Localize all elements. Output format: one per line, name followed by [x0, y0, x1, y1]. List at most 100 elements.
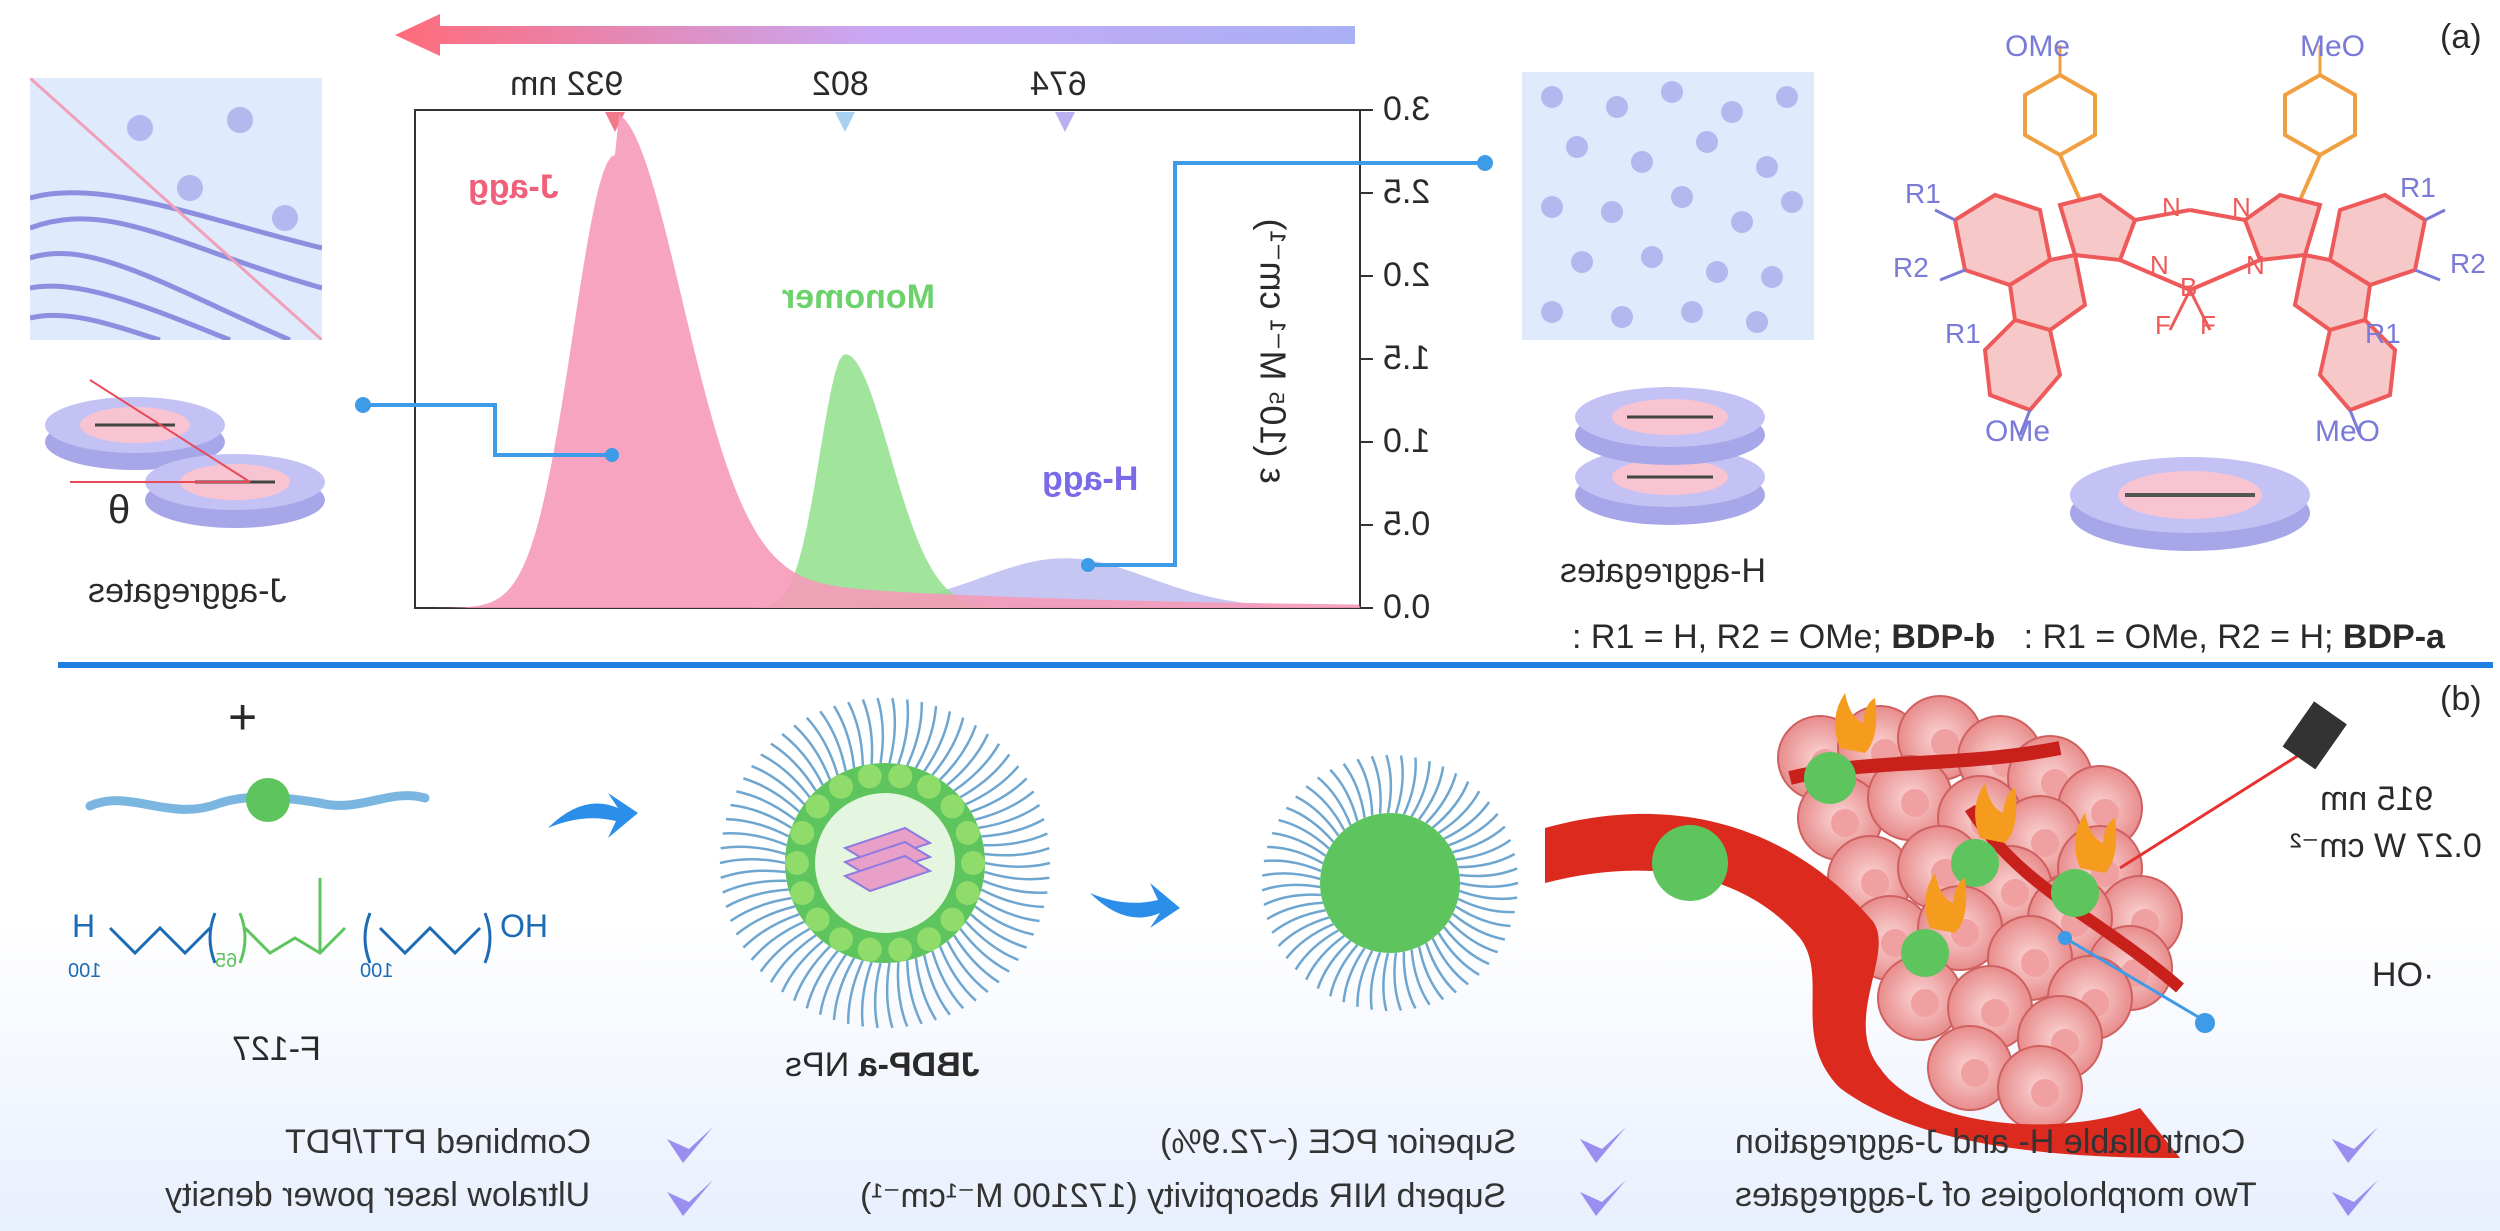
polymer-strand [1329, 944, 1359, 997]
cell-nucleus [2021, 949, 2049, 977]
cell-nucleus [1901, 789, 1929, 817]
polymer-strand [1285, 922, 1334, 960]
process-arrow-1 [548, 793, 638, 838]
polymer-strand [861, 699, 874, 764]
polymer-strand [793, 724, 832, 781]
polymer-strand [736, 790, 796, 821]
cell-nucleus [2031, 829, 2059, 857]
polymer-strand [1431, 781, 1470, 829]
j-aggregate-disks [45, 379, 325, 528]
polymer-strand [876, 697, 885, 764]
polymer-strand [1356, 950, 1374, 1007]
monomer-label: Monomer [782, 278, 935, 316]
polymer-strand [1316, 939, 1352, 990]
absorption-chart [414, 109, 1373, 609]
h-aggregate-disks [1575, 387, 1765, 525]
polymer-strand [1443, 926, 1490, 966]
cell-nucleus [1961, 1059, 1989, 1087]
feature-superior-pce: Superior PCE (~72.9%) [1160, 1123, 1517, 1161]
polymer-strand [959, 753, 1011, 799]
polymer-strand [1263, 859, 1322, 873]
polymer-strand [1295, 795, 1340, 837]
polymer-strand [1443, 801, 1491, 840]
h-dot-texture [1541, 81, 1803, 333]
polymer-strand [914, 957, 938, 1021]
polymer-strand [896, 962, 909, 1027]
cell-nucleus [1931, 729, 1959, 757]
polymer-strand [1417, 946, 1445, 1001]
polymer-strand [725, 817, 790, 838]
h-aggregates-label: H-aggregates [1560, 552, 1767, 590]
theta-label: θ [108, 488, 131, 532]
h-aggregate-texture-box [1522, 72, 1814, 340]
jbdp-nanoparticle [719, 697, 1051, 1029]
core-bead [917, 927, 941, 952]
polymer-strand [1271, 831, 1327, 857]
polymer-strand [720, 845, 786, 856]
check-icon [667, 1180, 713, 1216]
polymer-strand [906, 702, 923, 767]
polymer-strand [832, 705, 856, 769]
polymer-strand [1402, 951, 1417, 1010]
polymer-strand [770, 742, 817, 792]
r1-lower-right: R1 [2365, 318, 2401, 349]
polymer-strand [938, 945, 977, 1002]
cell-nucleus [1861, 869, 1889, 897]
polymer-strand [805, 950, 839, 1009]
check-icon [667, 1127, 713, 1163]
polymer-strand [832, 957, 856, 1021]
core-bead [829, 927, 853, 952]
polymer-strand [759, 927, 811, 973]
j-aggregates-label: J-aggregates [88, 572, 287, 610]
polymer-strand [725, 888, 789, 908]
core-bead [917, 774, 941, 799]
dye-dot [1661, 81, 1683, 103]
laser-power: 0.27 W cm⁻² [2290, 827, 2482, 865]
peak-marker [835, 112, 855, 132]
y-tick-label: 0.0 [1383, 588, 1431, 626]
polymer-strand [1382, 952, 1390, 1012]
polymer-strand [1316, 776, 1352, 826]
cell-nucleus [1911, 989, 1939, 1017]
polymer-strand [983, 832, 1048, 847]
dye-dot [1706, 261, 1728, 283]
ome-top-left: OMe [2005, 30, 2071, 63]
core-bead [805, 794, 830, 819]
polymer-strand [1459, 881, 1519, 888]
polymer-strand [750, 920, 805, 961]
polymer-strand [1452, 912, 1506, 941]
r1-upper-right: R1 [2400, 172, 2436, 203]
polymer-strand [888, 697, 897, 764]
core-bead [888, 937, 913, 962]
polymer-strand [1418, 766, 1445, 821]
polymer-strand [970, 777, 1028, 813]
polymer-strand [1329, 768, 1359, 822]
tumor-scene [1545, 693, 2347, 1158]
polymer-strand [946, 940, 989, 993]
atom-b: B [2180, 272, 2198, 302]
j-aggregate-sheet [842, 854, 933, 893]
f127-structure [108, 878, 492, 964]
core-bead [805, 907, 830, 932]
bdp-b-name: BDP-b [1891, 618, 1996, 656]
core-bead [790, 820, 815, 845]
meo-top-right: MeO [2300, 30, 2366, 63]
polymer-strand [722, 832, 788, 847]
polymer-strand [742, 913, 800, 949]
y-tick-label: 3.0 [1383, 90, 1431, 128]
polymer-strand [730, 803, 793, 829]
sub-100-right: 100 [360, 960, 394, 982]
polymer-strand [897, 699, 910, 765]
polymer-strand [965, 765, 1020, 806]
h-connector [1081, 155, 1493, 572]
polymer-strand [760, 753, 811, 798]
polymer-strand [964, 920, 1019, 962]
bdp-formula: : R1 = H, R2 = OMe; BDP-b : R1 = OMe, R2… [1572, 618, 2445, 656]
polymer-strand [1278, 818, 1330, 850]
dye-dot [1606, 96, 1628, 118]
polymer-strand [1437, 932, 1480, 976]
section-divider [58, 662, 2493, 668]
h-agg-area [415, 558, 1360, 608]
polymer-strand [980, 888, 1045, 909]
dye-dot [1681, 301, 1703, 323]
